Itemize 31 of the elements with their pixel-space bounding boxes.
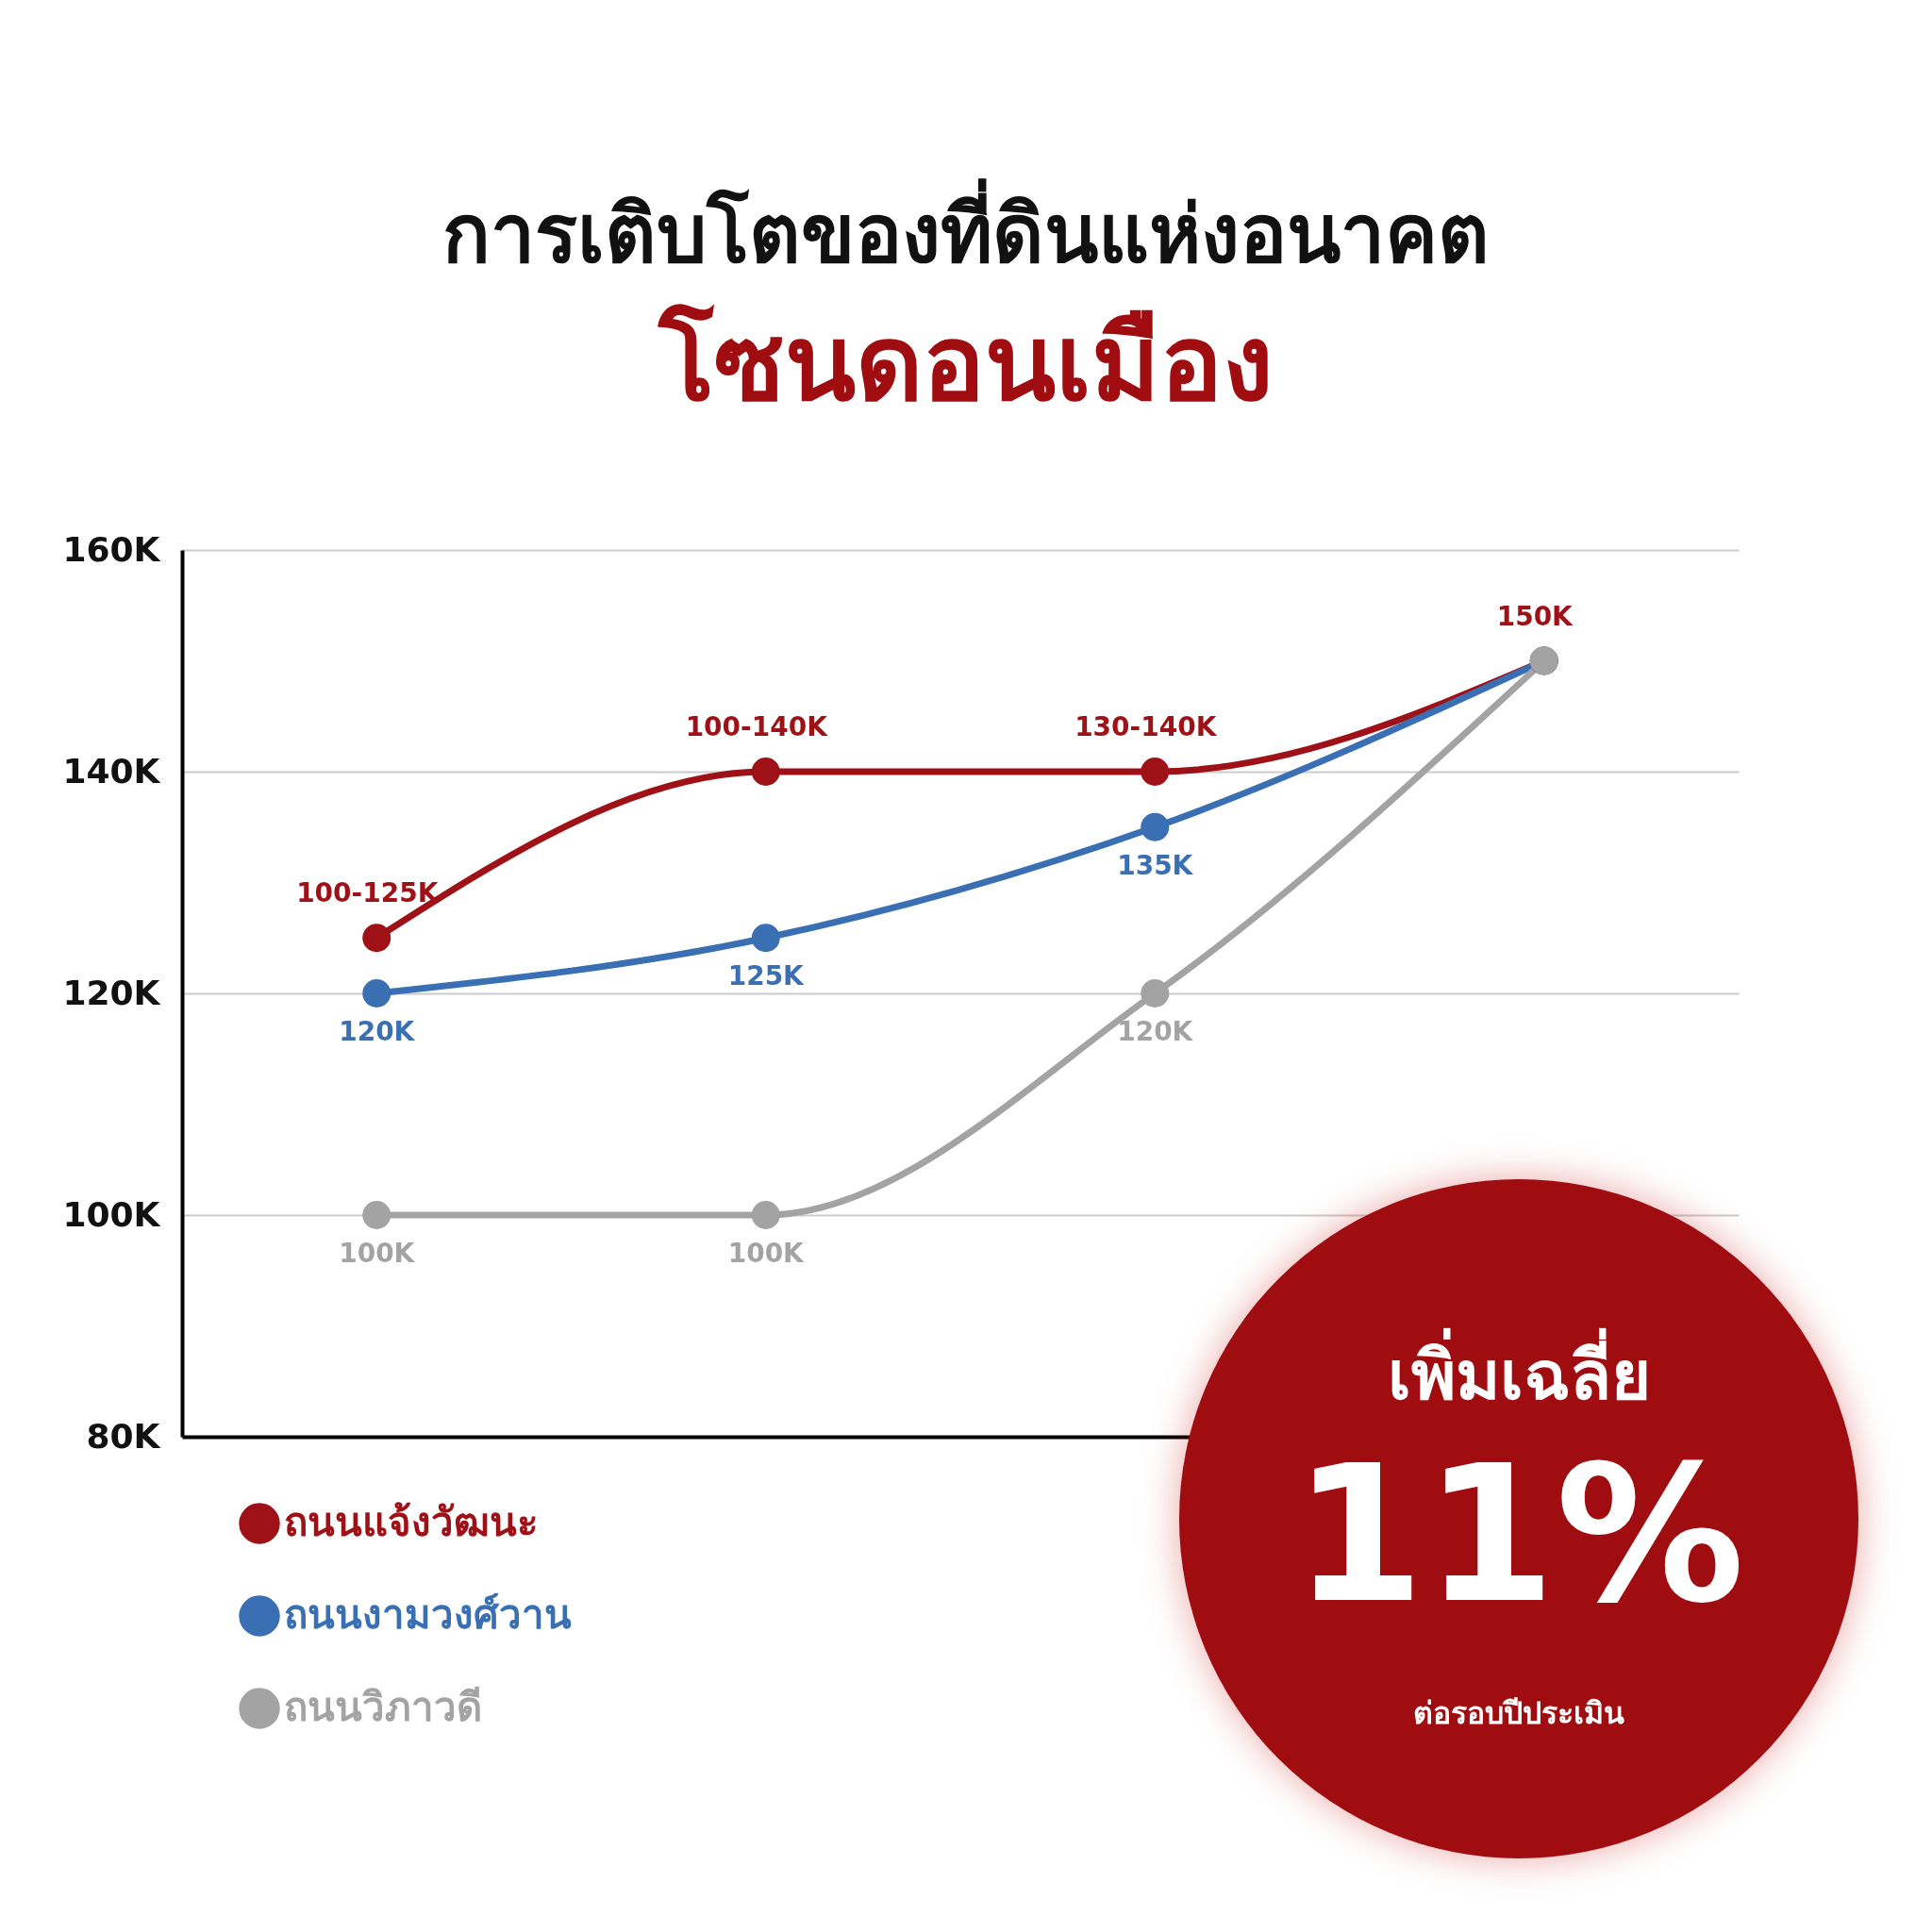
y-tick-label: 140K (62, 751, 161, 791)
data-label: 120K (1117, 1016, 1194, 1047)
y-tick-label: 80K (86, 1416, 161, 1456)
point (751, 1201, 780, 1229)
data-label: 100-125K (296, 877, 440, 909)
point (362, 979, 391, 1008)
point (751, 758, 780, 786)
annotation: 11% (1291, 1424, 1746, 1644)
data-label: 125K (727, 960, 806, 992)
y-tick-label: 120K (62, 973, 161, 1012)
data-label: 100-140K (685, 711, 829, 742)
data-label: 100K (339, 1238, 416, 1269)
legend-label: ถนนแจ้งวัฒนะ (284, 1499, 539, 1545)
data-label: 135K (1117, 849, 1194, 881)
y-tick-label: 100K (62, 1194, 161, 1234)
chart-title: การเติบโตของที่ดินแห่งอนาคต (442, 179, 1490, 282)
point (1141, 979, 1170, 1008)
point (362, 924, 391, 953)
point (751, 924, 780, 953)
point (1141, 758, 1170, 786)
data-label: 100K (727, 1238, 806, 1269)
data-label: 150K (1496, 600, 1574, 632)
legend-label: ถนนงามวงศ์วาน (284, 1591, 572, 1638)
point (1141, 812, 1170, 841)
legend-label: ถนนวิภาวดี (284, 1684, 482, 1730)
point (362, 1201, 391, 1229)
data-label: 130-140K (1074, 711, 1218, 742)
data-label: 120K (339, 1016, 416, 1047)
seal-badge: เพิ่มเฉลี่ย 11% ต่อรอบปีประเมิน (1179, 1179, 1858, 1858)
y-tick-label: 160K (62, 529, 161, 569)
chart-subtitle: โซนดอนเมือง (658, 301, 1274, 425)
